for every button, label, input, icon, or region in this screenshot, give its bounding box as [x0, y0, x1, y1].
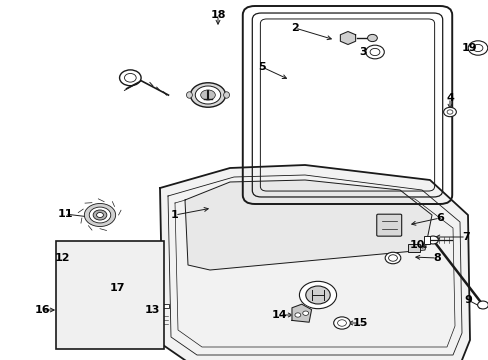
Bar	[107, 253, 117, 258]
FancyBboxPatch shape	[376, 214, 401, 236]
Bar	[107, 262, 117, 266]
Circle shape	[472, 44, 482, 51]
Ellipse shape	[195, 86, 220, 104]
Text: 19: 19	[461, 43, 477, 53]
Text: 16: 16	[34, 305, 50, 315]
Circle shape	[89, 207, 110, 223]
Text: 11: 11	[57, 209, 73, 219]
Polygon shape	[184, 180, 431, 270]
Text: 9: 9	[463, 295, 471, 305]
Text: 6: 6	[435, 213, 443, 223]
Ellipse shape	[94, 256, 109, 265]
Bar	[407, 244, 419, 252]
Circle shape	[446, 110, 452, 114]
Ellipse shape	[223, 92, 229, 98]
Text: 10: 10	[408, 240, 424, 250]
Circle shape	[302, 311, 308, 315]
Text: 15: 15	[351, 318, 367, 328]
Bar	[423, 236, 429, 244]
Text: 4: 4	[445, 93, 453, 103]
Text: 8: 8	[432, 253, 440, 263]
Text: 13: 13	[144, 305, 160, 315]
Text: 5: 5	[258, 62, 265, 72]
Circle shape	[299, 281, 336, 309]
Text: 14: 14	[272, 310, 287, 320]
Ellipse shape	[186, 92, 192, 98]
Circle shape	[294, 313, 300, 317]
Bar	[128, 285, 133, 291]
Circle shape	[388, 255, 397, 261]
Circle shape	[477, 301, 488, 309]
Circle shape	[468, 41, 487, 55]
Circle shape	[369, 48, 379, 55]
Text: 1: 1	[171, 210, 179, 220]
Text: 7: 7	[461, 232, 469, 242]
Circle shape	[84, 203, 115, 226]
Circle shape	[367, 35, 377, 42]
Bar	[56, 241, 163, 349]
Bar	[156, 304, 169, 309]
FancyArrow shape	[57, 305, 81, 321]
Text: 17: 17	[109, 283, 124, 293]
Text: 2: 2	[290, 23, 298, 33]
Polygon shape	[291, 304, 311, 322]
Text: 3: 3	[359, 47, 366, 57]
Text: 12: 12	[54, 253, 70, 263]
Circle shape	[427, 236, 437, 244]
Ellipse shape	[83, 252, 110, 267]
Ellipse shape	[190, 83, 225, 107]
Polygon shape	[340, 32, 355, 45]
Circle shape	[333, 317, 349, 329]
Circle shape	[365, 45, 384, 59]
Circle shape	[443, 107, 455, 117]
Polygon shape	[160, 165, 469, 360]
Circle shape	[93, 210, 106, 220]
Ellipse shape	[200, 90, 215, 100]
Circle shape	[305, 286, 329, 304]
Circle shape	[385, 252, 400, 264]
Text: 18: 18	[210, 10, 225, 20]
Circle shape	[96, 212, 103, 217]
Circle shape	[337, 320, 346, 326]
